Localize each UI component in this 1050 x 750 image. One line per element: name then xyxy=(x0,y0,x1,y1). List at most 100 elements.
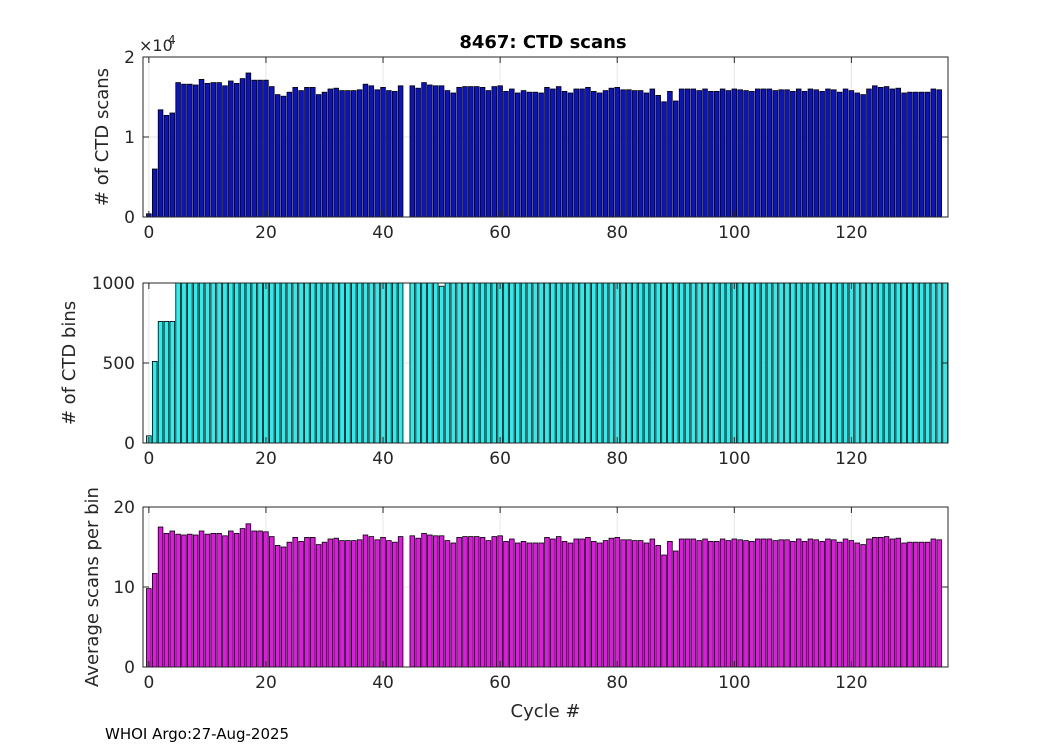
bar xyxy=(913,282,919,444)
bar xyxy=(743,282,749,444)
bar xyxy=(637,90,644,218)
bar xyxy=(825,282,831,444)
bar xyxy=(708,541,714,668)
x-axis-label: Cycle # xyxy=(511,701,581,722)
bar xyxy=(251,530,257,668)
bar xyxy=(632,282,638,444)
bar xyxy=(257,282,263,444)
bar xyxy=(157,109,164,218)
bar xyxy=(924,541,931,668)
bar xyxy=(438,285,445,444)
bar xyxy=(462,86,468,218)
y-tick-label: 1 xyxy=(124,128,135,148)
bar xyxy=(485,90,492,218)
bar xyxy=(473,86,480,218)
bar xyxy=(749,541,755,668)
bar xyxy=(397,282,404,444)
bar xyxy=(333,282,339,444)
bar xyxy=(339,540,345,668)
bar xyxy=(725,540,732,668)
bar xyxy=(491,86,498,218)
bar xyxy=(151,168,158,218)
bar xyxy=(620,539,626,668)
bar xyxy=(567,282,574,444)
bar xyxy=(667,282,673,444)
bar xyxy=(526,91,533,218)
bar xyxy=(210,282,216,444)
bar xyxy=(737,89,743,218)
bar xyxy=(286,541,293,668)
bar xyxy=(702,88,708,218)
bar xyxy=(356,539,363,668)
y-tick-label: 20 xyxy=(113,498,135,518)
bar xyxy=(292,537,298,668)
bar xyxy=(432,85,439,218)
bar xyxy=(374,282,380,444)
bar xyxy=(479,282,486,444)
bar xyxy=(760,282,767,444)
bar xyxy=(883,282,890,444)
bar xyxy=(491,536,498,668)
bar xyxy=(351,282,357,444)
bar xyxy=(169,320,176,444)
bar xyxy=(333,87,339,218)
bar xyxy=(760,538,767,668)
bar xyxy=(854,282,860,444)
bar xyxy=(239,78,246,218)
bar xyxy=(754,538,761,668)
bar xyxy=(585,282,591,444)
bar xyxy=(913,91,919,218)
bar xyxy=(345,540,351,668)
bar xyxy=(468,86,474,218)
bar xyxy=(918,91,925,218)
bar xyxy=(608,87,615,218)
bar xyxy=(936,539,942,668)
bar xyxy=(766,88,773,218)
bar xyxy=(561,541,568,668)
bar xyxy=(409,282,416,444)
bar xyxy=(620,89,626,218)
bar xyxy=(304,87,310,218)
bar xyxy=(538,542,544,668)
bar xyxy=(228,282,234,444)
bar xyxy=(819,282,825,444)
bar xyxy=(731,282,738,444)
bar xyxy=(532,91,538,218)
x-tick-label: 80 xyxy=(606,673,628,693)
footer-stamp: WHOI Argo:27-Aug-2025 xyxy=(105,725,290,743)
bar xyxy=(877,282,884,444)
bar xyxy=(274,545,281,668)
bar xyxy=(157,526,164,668)
bar xyxy=(520,90,527,218)
bar xyxy=(749,282,755,444)
bar xyxy=(936,282,942,444)
bar xyxy=(649,538,656,668)
x-tick-label: 0 xyxy=(143,673,154,693)
bar xyxy=(233,282,240,444)
bar xyxy=(485,282,492,444)
bar xyxy=(655,545,661,668)
bar xyxy=(901,92,907,218)
bar xyxy=(362,534,369,668)
bar xyxy=(380,87,386,218)
bar xyxy=(643,542,650,668)
bar xyxy=(520,541,527,668)
bar xyxy=(321,282,328,444)
bar xyxy=(327,282,334,444)
bar xyxy=(269,282,275,444)
bar xyxy=(374,89,380,218)
bar xyxy=(391,282,398,444)
bar xyxy=(614,87,620,218)
bar xyxy=(192,84,199,218)
bar xyxy=(432,282,439,444)
bar xyxy=(204,282,211,444)
panel-ctd-scans: 0 20 40 60 80 100 120 0 1 2 # of CTD scans ×104 xyxy=(92,33,949,243)
bar xyxy=(784,89,790,218)
bar xyxy=(175,533,181,668)
bar xyxy=(310,87,316,218)
bar xyxy=(274,282,281,444)
bar xyxy=(889,538,896,668)
bar xyxy=(877,87,884,218)
bar xyxy=(222,85,228,218)
bar xyxy=(187,83,193,218)
